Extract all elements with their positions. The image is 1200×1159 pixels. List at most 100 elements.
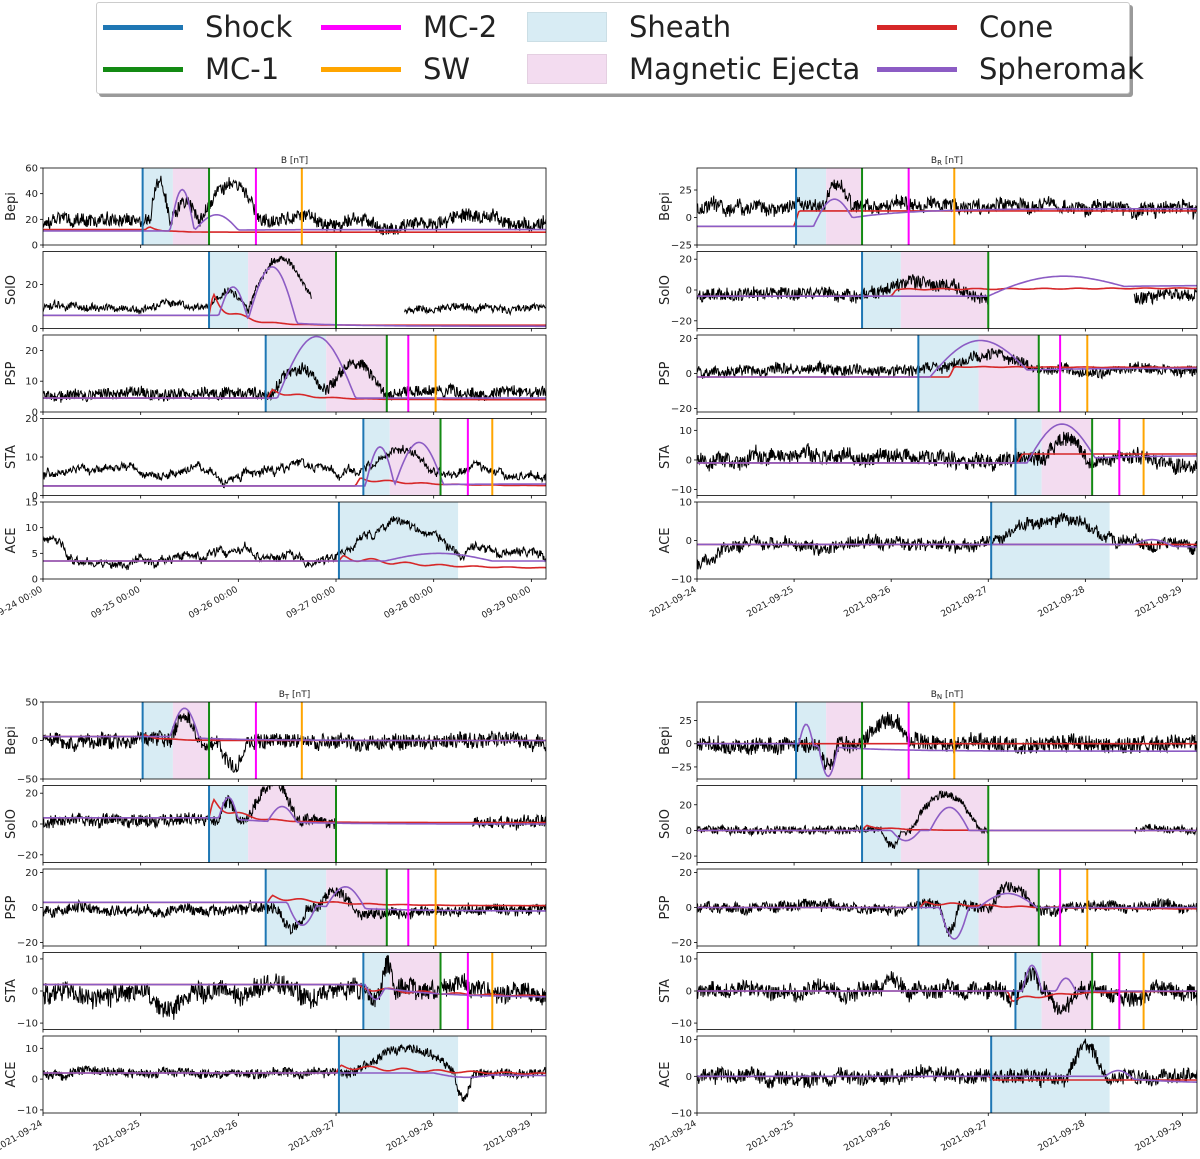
panel-solo: −20 0 20 SolO xyxy=(658,785,1198,866)
panel-ace: −10 0 10 ACE 2021-09-24 2021-09-25 2021-09-26 2… xyxy=(0,1035,547,1154)
spheromak-line xyxy=(43,552,546,562)
y-tick-label: −10 xyxy=(17,1105,38,1116)
y-tick-label: 20 xyxy=(25,346,38,357)
x-tick-label: 2021-09-29 xyxy=(483,1119,534,1154)
observed-line xyxy=(43,516,546,571)
x-tick-label: 2021-09-25 xyxy=(92,1119,142,1154)
panel-label: STA xyxy=(658,445,673,469)
legend-item-sheath: Sheath xyxy=(527,7,731,47)
y-tick-label: 20 xyxy=(679,868,692,879)
spheromak-line xyxy=(697,423,1197,464)
y-tick-label: −20 xyxy=(17,850,38,861)
panel-psp: −20 0 20 PSP xyxy=(658,334,1198,415)
y-tick-label: 0 xyxy=(32,903,38,914)
y-tick-label: 20 xyxy=(25,868,38,879)
legend-swatch xyxy=(321,24,401,30)
panel-frame xyxy=(696,701,1198,780)
spheromak-line xyxy=(43,188,546,232)
y-tick-label: 25 xyxy=(679,186,692,197)
panel-label: SolO xyxy=(4,275,19,305)
legend-label: MC-2 xyxy=(423,10,498,44)
panel-solo: −20 0 20 SolO xyxy=(4,785,547,866)
y-tick-label: 20 xyxy=(25,789,38,800)
y-tick-label: 25 xyxy=(679,716,692,727)
chart-1: BR [nT] −25 0 25 Bepi −20 0 20 SolO −20 0 20 PSP −10 0… xyxy=(648,156,1198,620)
panel-label: STA xyxy=(4,979,19,1003)
y-tick-label: −10 xyxy=(671,1019,692,1030)
y-tick-label: 0 xyxy=(32,408,38,419)
y-tick-label: −50 xyxy=(17,775,38,786)
legend-item-mc-2: MC-2 xyxy=(321,7,497,47)
x-tick-label: 09-29 00:00 xyxy=(480,585,533,621)
panel-label: Bepi xyxy=(658,192,673,221)
panel-label: SolO xyxy=(4,809,19,839)
y-tick-label: 0 xyxy=(32,987,38,998)
x-tick-label: 2021-09-27 xyxy=(287,1119,337,1154)
panel-label: STA xyxy=(658,979,673,1003)
x-tick-label: 2021-09-29 xyxy=(1134,1119,1185,1154)
legend-swatch xyxy=(527,12,607,42)
legend-swatch xyxy=(877,66,957,72)
legend-swatch xyxy=(527,54,607,84)
panel-bepi: −25 0 25 Bepi xyxy=(658,701,1198,782)
sheath-region xyxy=(918,335,979,412)
panel-sta: 0 10 20 STA xyxy=(4,414,547,502)
spheromak-line xyxy=(43,707,546,742)
y-tick-label: 10 xyxy=(25,523,38,534)
chart-3: BN [nT] −25 0 25 Bepi −20 0 20 SolO −20 0 20 PSP −10 0… xyxy=(648,690,1198,1154)
ejecta-region xyxy=(900,251,989,329)
panel-label: ACE xyxy=(658,528,673,554)
y-tick-label: −10 xyxy=(671,575,692,586)
y-tick-label: 20 xyxy=(679,334,692,345)
y-tick-label: −20 xyxy=(671,938,692,949)
panel-sta: −10 0 10 STA xyxy=(658,418,1198,499)
observed-line xyxy=(43,954,546,1020)
legend-item-cone: Cone xyxy=(877,7,1053,47)
panel-label: Bepi xyxy=(4,192,19,221)
observed-line xyxy=(697,711,1197,772)
x-tick-label: 2021-09-28 xyxy=(385,1119,436,1154)
legend-label: Shock xyxy=(205,10,293,44)
legend-swatch xyxy=(321,66,401,72)
y-tick-label: 0 xyxy=(686,455,692,466)
panel-ace: 0 5 10 15 ACE 09-24 00:00 09-25 00:00 09-26 00:… xyxy=(0,498,547,621)
x-tick-label: 2021-09-24 xyxy=(648,585,699,620)
observed-line xyxy=(43,175,546,236)
x-tick-label: 2021-09-24 xyxy=(0,1119,45,1154)
y-tick-label: 40 xyxy=(25,189,38,200)
y-tick-label: 10 xyxy=(679,954,692,965)
spheromak-line xyxy=(697,339,1197,378)
panel-frame xyxy=(42,167,547,246)
y-tick-label: 0 xyxy=(686,903,692,914)
panel-sta: −10 0 10 STA xyxy=(658,952,1198,1033)
panel-frame xyxy=(42,251,547,329)
x-tick-label: 09-28 00:00 xyxy=(383,585,436,621)
spheromak-line xyxy=(43,885,546,927)
panel-label: SolO xyxy=(658,275,673,305)
y-tick-label: 0 xyxy=(32,820,38,831)
panel-frame xyxy=(696,418,1198,496)
x-tick-label: 2021-09-27 xyxy=(939,1119,989,1154)
panel-bepi: −25 0 25 Bepi xyxy=(658,167,1198,252)
observed-line xyxy=(697,965,1197,1015)
spheromak-line xyxy=(43,335,546,399)
spheromak-line xyxy=(43,441,546,487)
spheromak-line xyxy=(697,723,1197,778)
y-tick-label: 10 xyxy=(25,453,38,464)
y-tick-label: 10 xyxy=(25,954,38,965)
y-tick-label: 0 xyxy=(686,826,692,837)
spheromak-line xyxy=(697,964,1197,992)
legend-box: Shock MC-1 MC-2 SW Sheath Magnetic Ejecta Cone… xyxy=(96,2,1144,94)
panel-solo: −20 0 20 SolO xyxy=(658,251,1198,332)
y-tick-label: 20 xyxy=(679,800,692,811)
y-tick-label: 10 xyxy=(25,1044,38,1055)
panel-label: STA xyxy=(4,445,19,469)
y-tick-label: 0 xyxy=(686,1072,692,1083)
legend-swatch xyxy=(103,66,183,72)
panel-label: Bepi xyxy=(658,726,673,755)
sheath-region xyxy=(142,168,173,245)
y-tick-label: −20 xyxy=(671,852,692,863)
panel-frame xyxy=(696,167,1198,246)
legend-item-spheromak: Spheromak xyxy=(877,49,1144,89)
